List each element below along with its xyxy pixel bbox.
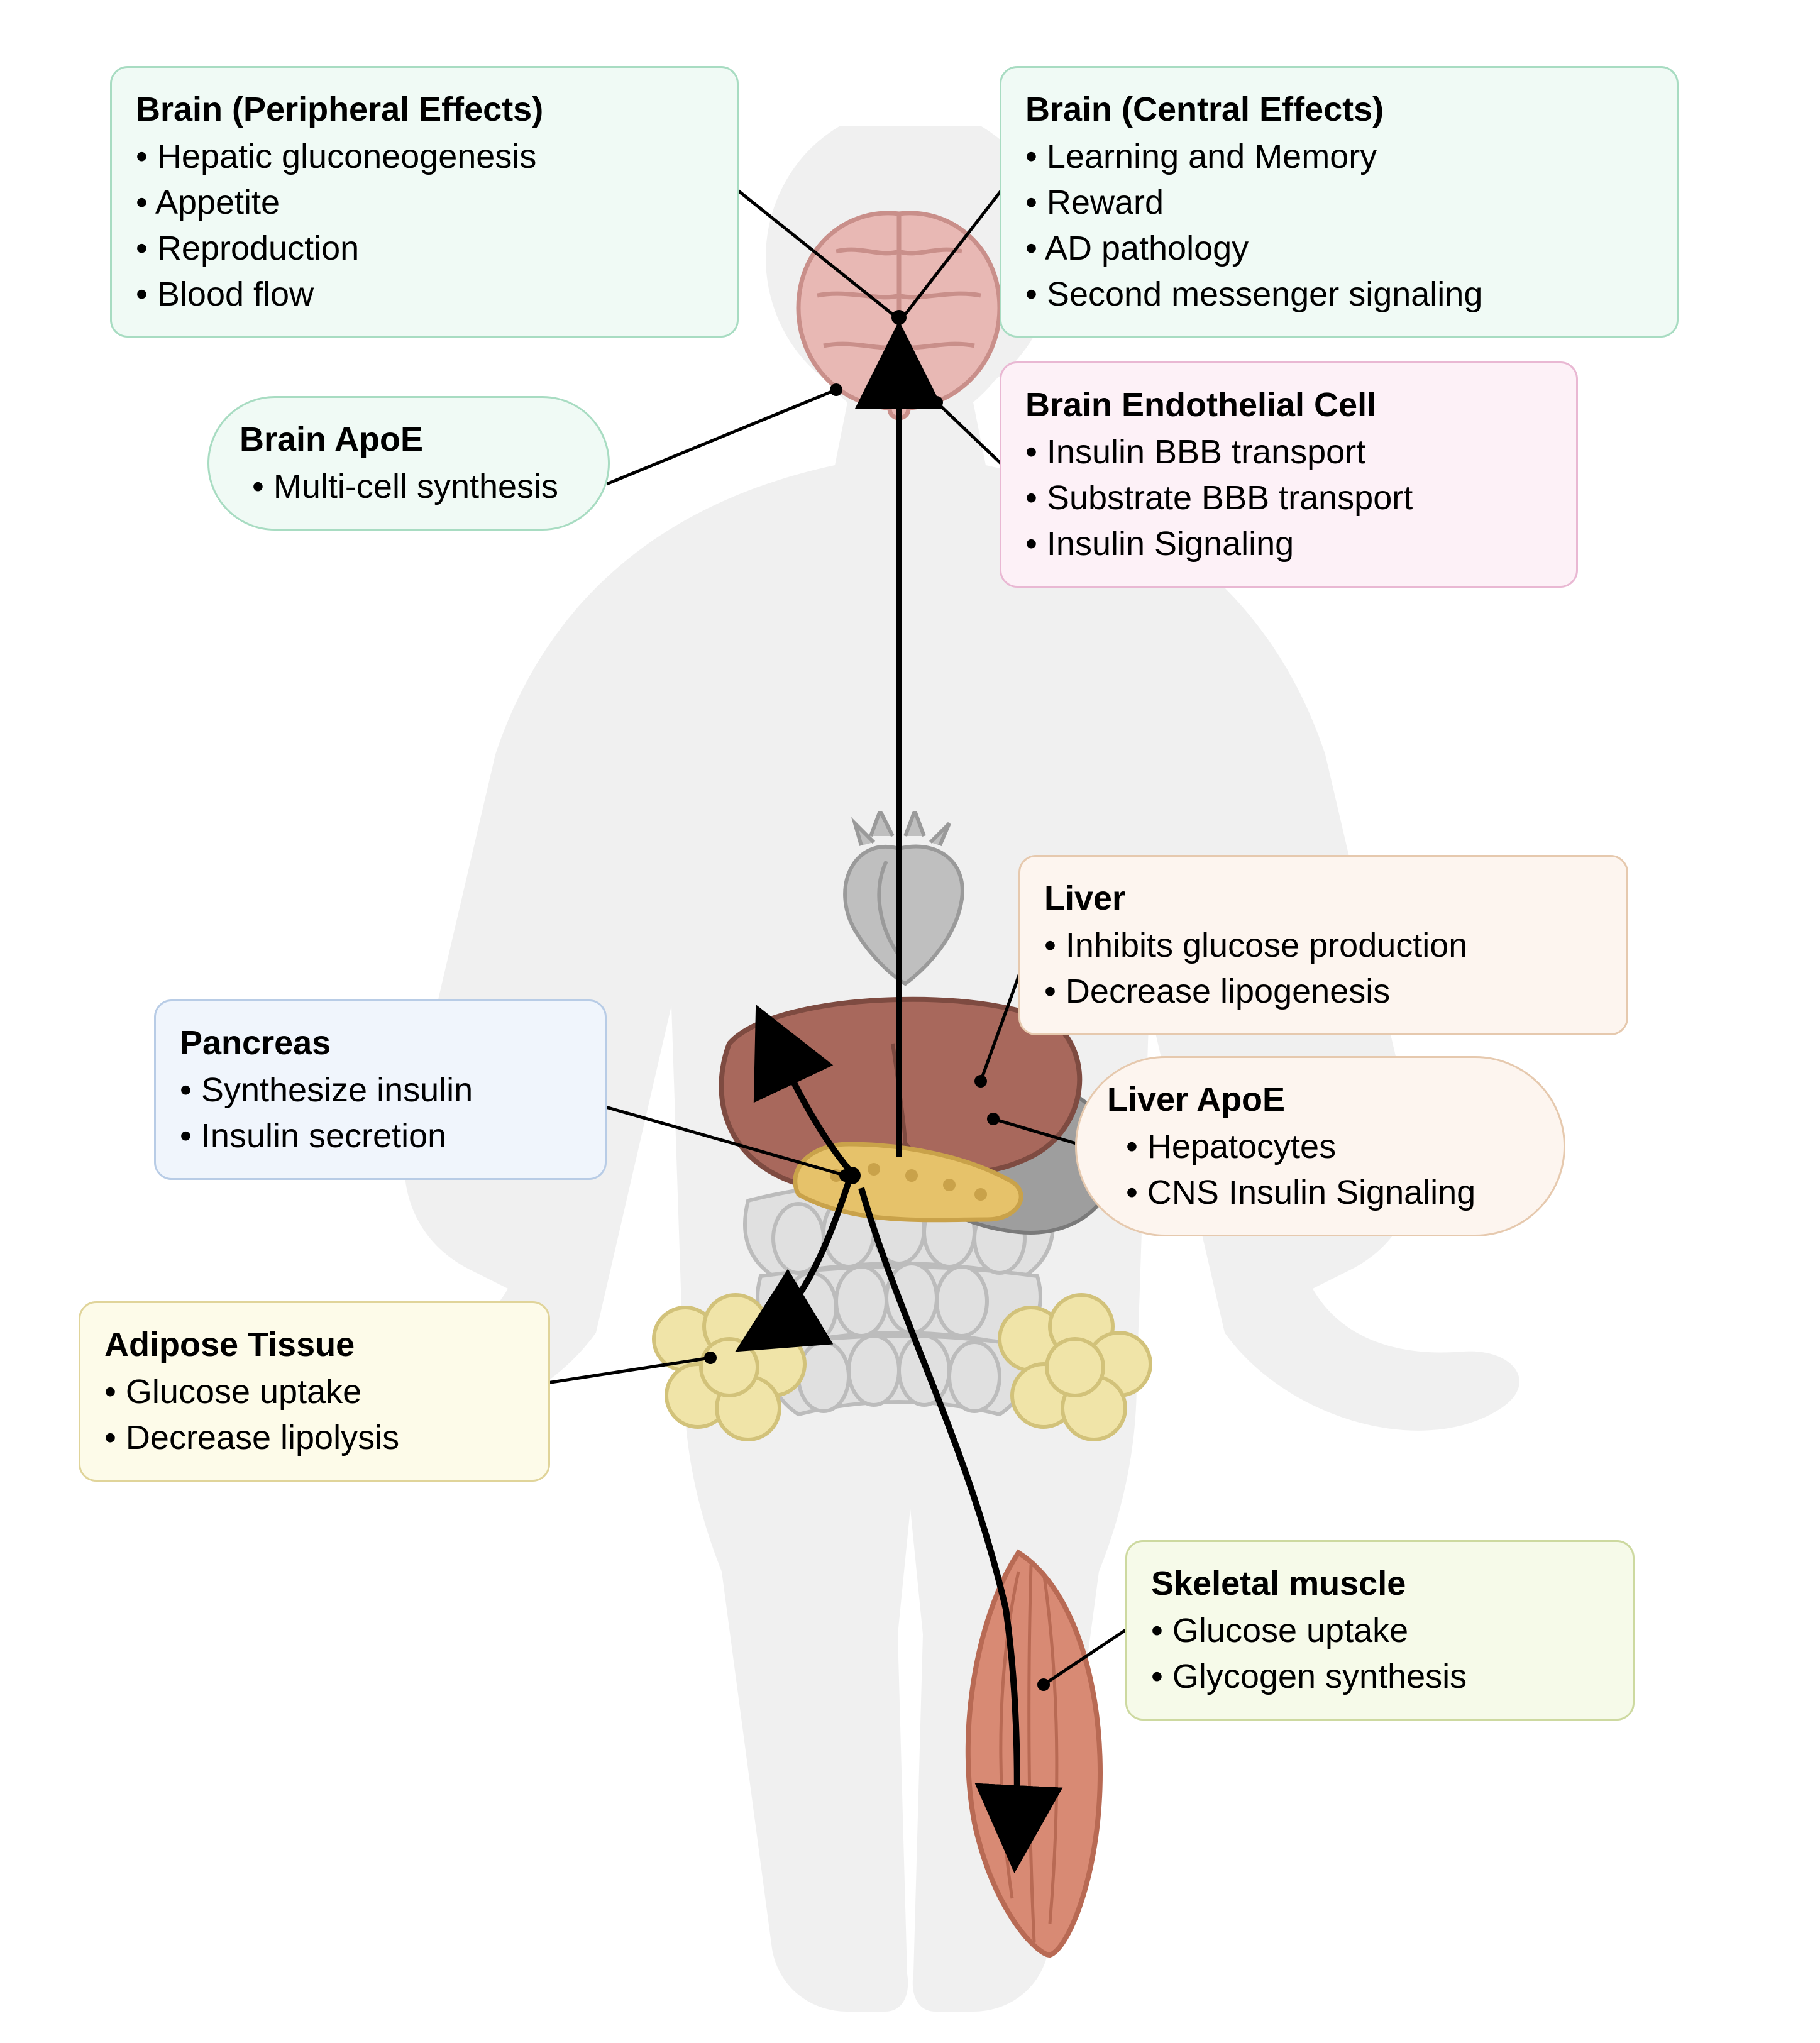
brain-apoe-box: Brain ApoE • Multi-cell synthesis (207, 396, 610, 531)
list-item: • Decrease lipogenesis (1044, 969, 1602, 1015)
list-item: • Learning and Memory (1025, 134, 1653, 180)
list-item: • Blood flow (136, 272, 713, 317)
brain-peripheral-box: Brain (Peripheral Effects) • Hepatic glu… (110, 66, 739, 338)
list-item: • Reward (1025, 180, 1653, 226)
list-item: • Multi-cell synthesis (240, 464, 578, 510)
list-item: • AD pathology (1025, 226, 1653, 272)
liver-title: Liver (1044, 876, 1602, 922)
list-item: • Inhibits glucose production (1044, 923, 1602, 969)
list-item: • CNS Insulin Signaling (1107, 1170, 1533, 1216)
brain-endo-title: Brain Endothelial Cell (1025, 382, 1552, 428)
pancreas-organ (780, 1125, 1031, 1232)
list-item: • Insulin BBB transport (1025, 429, 1552, 475)
list-item: • Substrate BBB transport (1025, 475, 1552, 521)
pancreas-box: Pancreas • Synthesize insulin • Insulin … (154, 999, 607, 1180)
list-item: • Hepatocytes (1107, 1124, 1533, 1170)
liver-apoe-title: Liver ApoE (1107, 1077, 1533, 1123)
liver-box: Liver • Inhibits glucose production • De… (1018, 855, 1628, 1035)
diagram-canvas: Brain (Peripheral Effects) • Hepatic glu… (0, 0, 1820, 2043)
adipose-title: Adipose Tissue (104, 1322, 524, 1368)
list-item: • Second messenger signaling (1025, 272, 1653, 317)
list-item: • Insulin Signaling (1025, 521, 1552, 567)
list-item: • Appetite (136, 180, 713, 226)
list-item: • Glycogen synthesis (1151, 1654, 1609, 1700)
liver-apoe-box: Liver ApoE • Hepatocytes • CNS Insulin S… (1075, 1056, 1565, 1236)
muscle-box: Skeletal muscle • Glucose uptake • Glyco… (1125, 1540, 1635, 1721)
pancreas-title: Pancreas (180, 1020, 581, 1066)
list-item: • Reproduction (136, 226, 713, 272)
adipose-left-organ (641, 1289, 817, 1452)
brain-central-box: Brain (Central Effects) • Learning and M… (1000, 66, 1679, 338)
list-item: • Insulin secretion (180, 1113, 581, 1159)
list-item: • Synthesize insulin (180, 1067, 581, 1113)
brain-organ (773, 201, 1025, 427)
brain-apoe-title: Brain ApoE (240, 417, 578, 463)
list-item: • Glucose uptake (104, 1369, 524, 1415)
list-item: • Decrease lipolysis (104, 1415, 524, 1461)
brain-central-title: Brain (Central Effects) (1025, 87, 1653, 133)
muscle-organ (943, 1546, 1119, 1961)
list-item: • Hepatic gluconeogenesis (136, 134, 713, 180)
brain-endo-box: Brain Endothelial Cell • Insulin BBB tra… (1000, 361, 1578, 588)
heart-organ (817, 811, 981, 987)
muscle-title: Skeletal muscle (1151, 1561, 1609, 1607)
adipose-right-organ (987, 1289, 1163, 1452)
brain-peripheral-title: Brain (Peripheral Effects) (136, 87, 713, 133)
adipose-box: Adipose Tissue • Glucose uptake • Decrea… (79, 1301, 550, 1482)
list-item: • Glucose uptake (1151, 1608, 1609, 1654)
